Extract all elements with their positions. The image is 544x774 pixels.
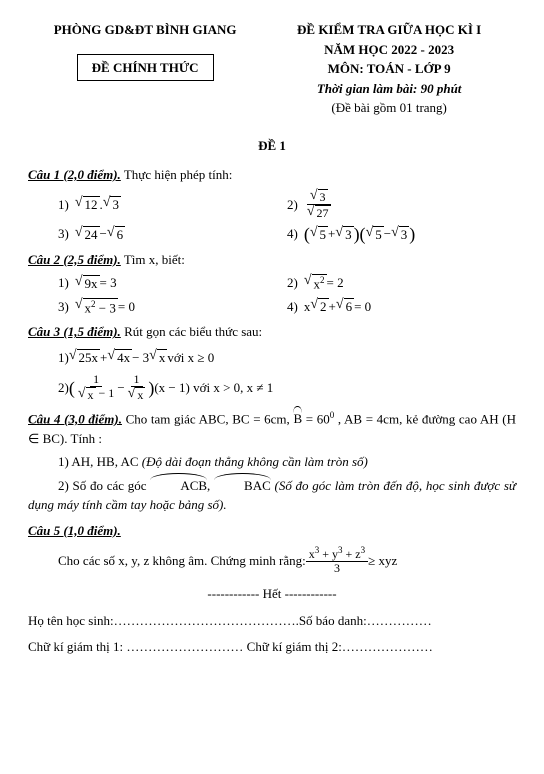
exam-title-1: ĐỀ KIỂM TRA GIỮA HỌC KÌ I bbox=[262, 20, 516, 40]
item-num: 2) bbox=[287, 195, 298, 215]
sqrt-expr: √12 bbox=[75, 196, 100, 213]
cau2-title: Câu 2 (2,5 điểm). bbox=[28, 252, 121, 267]
cau1-item4: 4) (√5 + √3)(√5 − √3) bbox=[287, 224, 516, 244]
angle-acb: ACB bbox=[150, 476, 207, 496]
header-right: ĐỀ KIỂM TRA GIỮA HỌC KÌ I NĂM HỌC 2022 -… bbox=[262, 20, 516, 118]
cau4-para: Câu 4 (3,0 điểm). Cho tam giác ABC, BC =… bbox=[28, 409, 516, 448]
fraction: √3 √27 bbox=[304, 189, 334, 221]
cau1-text: Thực hiện phép tính: bbox=[121, 167, 233, 182]
cau3-title: Câu 3 (1,5 điểm). bbox=[28, 324, 121, 339]
cau1-item2: 2) √3 √27 bbox=[287, 189, 516, 221]
exam-title-4: Thời gian làm bài: 90 phút bbox=[262, 79, 516, 99]
cau4-title: Câu 4 (3,0 điểm). bbox=[28, 411, 122, 426]
exam-title-3: MÔN: TOÁN - LỚP 9 bbox=[262, 59, 516, 79]
cau1-line: Câu 1 (2,0 điểm). Thực hiện phép tính: bbox=[28, 165, 516, 185]
cau2-row1: 1) √9x = 3 2) √x2 = 2 bbox=[58, 273, 516, 293]
cau3-line: Câu 3 (1,5 điểm). Rút gọn các biểu thức … bbox=[28, 322, 516, 342]
cau1-row1: 1) √12.√3 2) √3 √27 bbox=[58, 189, 516, 221]
cau1-item1: 1) √12.√3 bbox=[58, 189, 287, 221]
cau2-item3: 3) √x2 − 3 = 0 bbox=[58, 297, 287, 317]
fraction: x3 + y3 + z3 3 bbox=[306, 546, 368, 575]
cau2-row2: 3) √x2 − 3 = 0 4) x√2 + √6 = 0 bbox=[58, 297, 516, 317]
cau1-row2: 3) √24 − √6 4) (√5 + √3)(√5 − √3) bbox=[58, 224, 516, 244]
cau3-text: Rút gọn các biểu thức sau: bbox=[121, 324, 262, 339]
item-num: 4) bbox=[287, 224, 298, 244]
exam-title-2: NĂM HỌC 2022 - 2023 bbox=[262, 40, 516, 60]
cau2-item4: 4) x√2 + √6 = 0 bbox=[287, 297, 516, 317]
official-box: ĐỀ CHÍNH THỨC bbox=[77, 54, 214, 82]
cau2-text: Tìm x, biết: bbox=[121, 252, 185, 267]
cau4-item2: 2) Số đo các góc ACB, BAC (Số đo góc làm… bbox=[28, 476, 516, 515]
item-num: 3) bbox=[58, 224, 69, 244]
header: PHÒNG GD&ĐT BÌNH GIANG ĐỀ CHÍNH THỨC ĐỀ … bbox=[28, 20, 516, 118]
cau4-item1: 1) AH, HB, AC (Độ dài đoạn thẳng không c… bbox=[58, 452, 516, 472]
cau3-item2: 2) ( 1 √x − 1 − 1 √x )(x − 1) với x > 0,… bbox=[58, 373, 516, 403]
cau3-item1: 1) √25x + √4x − 3√x với x ≥ 0 bbox=[58, 348, 516, 368]
item-num: 1) bbox=[58, 195, 69, 215]
invigilator-line: Chữ kí giám thị 1: ……………………… Chữ kí giám… bbox=[28, 637, 516, 657]
dept-name: PHÒNG GD&ĐT BÌNH GIANG bbox=[28, 20, 262, 40]
cau2-line: Câu 2 (2,5 điểm). Tìm x, biết: bbox=[28, 250, 516, 270]
cau5-line: Câu 5 (1,0 điểm). bbox=[28, 521, 516, 541]
angle-bac: BAC bbox=[214, 476, 271, 496]
cau1-item3: 3) √24 − √6 bbox=[58, 224, 287, 244]
header-left: PHÒNG GD&ĐT BÌNH GIANG ĐỀ CHÍNH THỨC bbox=[28, 20, 262, 118]
cau5-content: Cho các số x, y, z không âm. Chứng minh … bbox=[58, 546, 516, 575]
cau1-title: Câu 1 (2,0 điểm). bbox=[28, 167, 121, 182]
exam-title-5: (Đề bài gồm 01 trang) bbox=[262, 98, 516, 118]
student-line: Họ tên học sinh:…………………………………….Số báo da… bbox=[28, 611, 516, 631]
cau5-title: Câu 5 (1,0 điểm). bbox=[28, 523, 121, 538]
angle-b: B bbox=[293, 409, 302, 429]
cau2-item2: 2) √x2 = 2 bbox=[287, 273, 516, 293]
end-marker: ------------ Hết ------------ bbox=[28, 584, 516, 604]
cau2-item1: 1) √9x = 3 bbox=[58, 273, 287, 293]
exam-number: ĐỀ 1 bbox=[28, 136, 516, 156]
